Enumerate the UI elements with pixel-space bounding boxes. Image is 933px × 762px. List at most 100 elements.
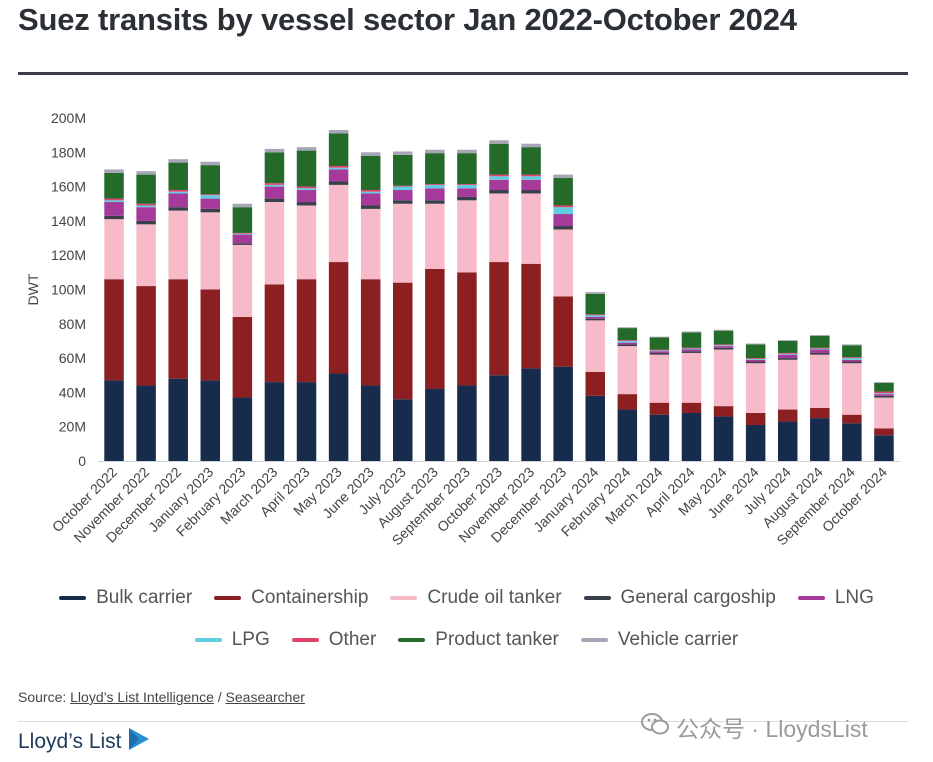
bar-segment [360,193,381,206]
bar-stack[interactable] [810,334,830,461]
bar-segment [489,375,509,461]
bar-stack[interactable] [842,344,862,461]
legend-item[interactable]: Bulk carrier [59,587,192,609]
stacked-bar-chart: 0 20M 40M 60M 80M 100M 120M 140M 160M 180M 200M DWT… [25,110,900,548]
bar-stack[interactable] [713,329,734,461]
bar-stack[interactable] [777,340,798,461]
bar-stack[interactable] [425,149,445,461]
bar-segment [713,349,734,407]
bar-stack[interactable] [232,203,253,461]
legend-item[interactable]: LNG [797,587,874,609]
bar-segment [360,208,381,280]
bar-segment [264,148,285,153]
bar-segment [168,159,188,163]
source-link-seasearcher[interactable]: Seasearcher [225,689,305,705]
bar-segment [328,373,349,461]
bar-segment [649,349,670,351]
bar-segment [489,190,509,194]
bar-stack[interactable] [200,161,221,461]
bar-segment [328,181,349,185]
bar-segment [521,174,541,177]
bar-segment [585,318,605,321]
bar-stack[interactable] [489,140,509,461]
bar-segment [617,340,638,341]
bar-segment [713,329,734,331]
bar-segment [200,289,221,381]
bar-segment [874,435,894,461]
bar-segment [842,344,862,346]
bar-segment [713,345,734,347]
bar-segment [842,363,862,415]
bar-stack[interactable] [296,147,317,461]
bar-segment [745,361,766,364]
bar-segment [777,409,798,422]
bar-stack[interactable] [585,292,605,461]
bar-segment [296,202,317,206]
bar-stack[interactable] [328,130,349,461]
chart-title: Suez transits by vessel sector Jan 2022-… [18,2,797,37]
bar-segment [328,169,349,182]
bar-segment [713,347,734,350]
bar-segment [296,382,317,461]
bar-segment [136,203,156,206]
bar-stack[interactable] [745,343,766,461]
bar-segment [874,395,894,398]
legend-item[interactable]: LPG [194,629,270,651]
bar-segment [777,359,798,410]
bar-stack[interactable] [521,143,541,461]
bar-segment [360,155,381,191]
legend-label: Containership [251,587,369,608]
y-tick-label: 40M [59,384,86,400]
bar-stack[interactable] [553,174,573,461]
bar-segment [264,186,285,199]
legend-item[interactable]: Crude oil tanker [390,587,562,609]
source-link-lloyds-list-intelligence[interactable]: Lloyd’s List Intelligence [70,689,214,705]
bar-segment [296,150,317,187]
bar-stack[interactable] [136,171,156,461]
bar-stack[interactable] [168,159,188,461]
bar-segment [200,161,221,166]
bar-stack[interactable] [360,152,381,461]
bar-segment [521,143,541,148]
bar-segment [393,190,413,201]
bar-segment [745,363,766,413]
legend-item[interactable]: Other [291,629,376,651]
bar-segment [425,268,445,389]
bar-stack[interactable] [874,382,894,461]
legend-item[interactable]: Containership [214,587,368,609]
bar-segment [457,196,477,201]
bar-segment [168,193,188,208]
legend-label: Vehicle carrier [617,629,739,650]
bar-stack[interactable] [393,151,413,461]
bar-stack[interactable] [617,327,638,461]
title-divider [18,72,908,75]
bar-segment [810,349,830,353]
bar-segment [200,165,221,195]
bar-segment [681,351,702,353]
bar-segment [553,174,573,179]
bar-segment [264,198,285,203]
bar-segment [296,188,317,191]
bar-stack[interactable] [649,336,670,461]
bar-stack[interactable] [457,149,477,461]
bar-segment [393,200,413,204]
bar-segment [489,193,509,263]
bar-segment [104,200,124,203]
bar-segment [104,202,124,216]
bar-segment [104,380,124,461]
bar-segment [489,179,509,191]
bar-stack[interactable] [104,169,124,461]
bar-segment [777,358,798,360]
bar-segment [842,414,862,424]
bar-segment [104,172,124,199]
bar-stack[interactable] [264,148,285,461]
bar-segment [777,353,798,355]
legend-item[interactable]: General cargoship [583,587,776,609]
bar-segment [713,346,734,348]
bar-segment [617,394,638,410]
bar-segment [553,205,573,208]
legend-item[interactable]: Product tanker [398,629,559,651]
bar-stack[interactable] [681,331,702,461]
bar-segment [328,130,349,134]
legend-item[interactable]: Vehicle carrier [580,629,739,651]
